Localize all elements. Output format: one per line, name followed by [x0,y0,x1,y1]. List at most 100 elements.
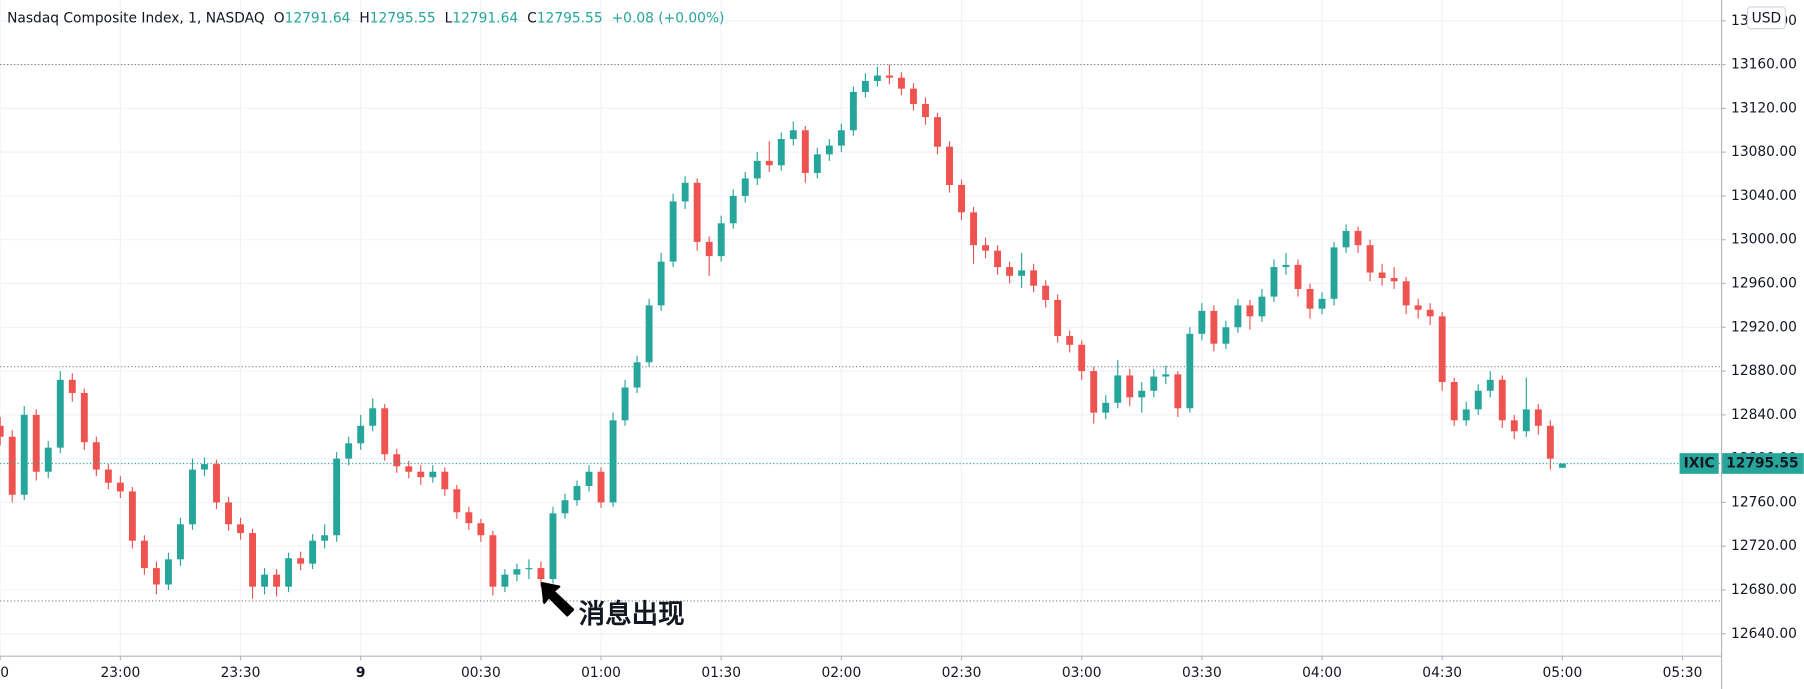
candle-body [597,471,605,503]
candle-body [321,535,329,541]
y-tick-label: 12960.00 [1731,275,1797,291]
candle-body [489,535,497,587]
candle-body [1486,379,1494,391]
candle-body [381,408,389,455]
candle-body [1378,272,1386,279]
candle-body [1282,264,1290,268]
candle-body [116,482,124,492]
candle-body [825,145,833,155]
candle-body [1294,264,1302,289]
annotation: 消息出现 [579,599,685,630]
currency: USD [1752,10,1781,26]
candle-body [609,420,617,503]
ohlc-label: O [274,10,285,26]
candle-body [885,75,893,78]
candle-body [213,464,220,503]
candle-body [393,454,401,467]
y-tick-label: 13080.00 [1731,144,1797,160]
candle-body [573,485,581,501]
candle-body [104,469,112,483]
y-tick-label: 12680.00 [1731,582,1797,598]
candle-body [20,414,28,495]
candle-body [8,436,16,495]
y-tick-label: 12720.00 [1731,538,1797,554]
candle-body [789,130,797,140]
candle-body [1162,374,1170,377]
candle-body [501,574,509,587]
candle-body [140,540,148,569]
candle-body [273,574,281,587]
candle-body [897,77,905,89]
candle-body [441,471,449,490]
candle-body [1066,336,1074,345]
candle-body [1450,382,1458,421]
y-tick-label: 13040.00 [1731,188,1797,204]
x-tick-label: 23:30 [221,665,261,681]
candle-body [237,524,244,534]
candle-body [0,425,4,437]
x-tick-label: 03:00 [1062,665,1102,681]
candle-body [633,362,641,388]
y-tick-label: 12640.00 [1731,626,1797,642]
x-tick-label: 02:00 [821,665,861,681]
candle-body [1498,379,1506,421]
candle-body [657,261,665,306]
candle-body [152,568,160,585]
y-tick-label: 12880.00 [1731,363,1797,379]
candle-body [1366,245,1374,273]
candle-body [1558,463,1566,468]
candle-body [1522,409,1530,432]
x-tick-label: 03:30 [1182,665,1222,681]
candle-body [1018,270,1026,276]
x-tick-label: 05:30 [1663,665,1703,681]
candle-body [1306,288,1314,309]
candle-body [297,558,305,564]
y-tick-label: 12920.00 [1731,319,1797,335]
candle-body [934,117,941,147]
candle-body [873,75,881,81]
candle-body [177,524,184,560]
candle-body [225,502,232,525]
candle-body [753,160,761,179]
candle-body [429,471,437,478]
candle-body [1534,409,1542,426]
candle-body [189,469,196,525]
y-tick-label: 12760.00 [1731,494,1797,510]
candle-body [405,466,413,472]
candle-body [128,491,136,541]
x-tick-label: 01:30 [701,665,741,681]
candle-body [1042,285,1050,300]
plot [0,64,1721,602]
candle-body [549,513,557,580]
candle-body [1054,299,1062,337]
ohlc-value: 12791.64 [285,10,351,26]
candle-body [1150,376,1158,391]
candle-body [946,146,953,185]
candle-body [741,178,749,196]
x-tick-label: 02:30 [942,665,982,681]
candle-body [92,442,100,470]
candle-body [357,425,365,444]
candle-body [958,184,965,213]
x-tick-label: 00:30 [461,665,501,681]
x-tick-label: 04:30 [1422,665,1462,681]
annotation-arrow [540,582,575,617]
candle-body [705,241,713,257]
candle-body [837,130,845,146]
candle-body [1090,371,1098,413]
x-tick-label: 04:00 [1302,665,1342,681]
candle-body [1186,333,1194,409]
candle-body [1222,327,1230,344]
candle-body [1258,296,1266,317]
candle-body [1402,281,1410,306]
candle-body [80,392,88,443]
candle-body [1126,375,1134,398]
x-tick-label: 01:00 [581,665,621,681]
candle-body [982,245,990,251]
candle-body [1390,278,1398,282]
candle-body [201,464,208,470]
currency-badge[interactable] [1746,6,1786,30]
candle-body [513,569,521,575]
candle-body [645,305,653,363]
